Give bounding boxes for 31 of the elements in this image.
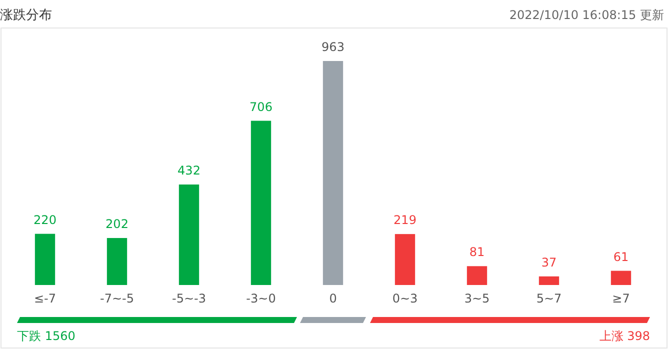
- x-tick-label: -3~0: [246, 291, 276, 306]
- x-tick-label: -7~-5: [100, 291, 134, 306]
- data-label: 220: [34, 212, 56, 227]
- bar: [250, 120, 272, 285]
- bar: [610, 270, 632, 285]
- bar: [106, 238, 128, 285]
- chart-title: 涨跌分布: [0, 8, 52, 23]
- data-label: 202: [106, 217, 128, 232]
- text: 上涨 398: [599, 329, 650, 343]
- text: 下跌 1560: [17, 329, 76, 343]
- data-label: 61: [613, 250, 629, 264]
- x-tick-label: ≥7: [612, 291, 630, 306]
- x-tick-label: ≤-7: [34, 291, 56, 306]
- x-tick-label: 0: [329, 291, 337, 306]
- data-label: 219: [394, 213, 416, 228]
- x-tick-label: -5~-3: [172, 291, 206, 306]
- data-label: 963: [322, 40, 344, 54]
- bar: [394, 234, 416, 285]
- x-tick-label: 5~7: [536, 291, 562, 306]
- bar: [322, 61, 344, 285]
- data-label: 706: [250, 100, 272, 114]
- data-label: 432: [178, 164, 200, 178]
- bar: [466, 266, 488, 285]
- chart-subtitle: 2022/10/10 16:08:15 更新: [509, 8, 664, 22]
- data-label: 37: [541, 255, 557, 270]
- data-label: 81: [469, 245, 485, 260]
- bar: [178, 184, 200, 285]
- x-tick-label: 3~5: [464, 291, 490, 306]
- x-tick-label: 0~3: [392, 291, 418, 306]
- bar: [538, 276, 560, 285]
- bar: [34, 234, 56, 285]
